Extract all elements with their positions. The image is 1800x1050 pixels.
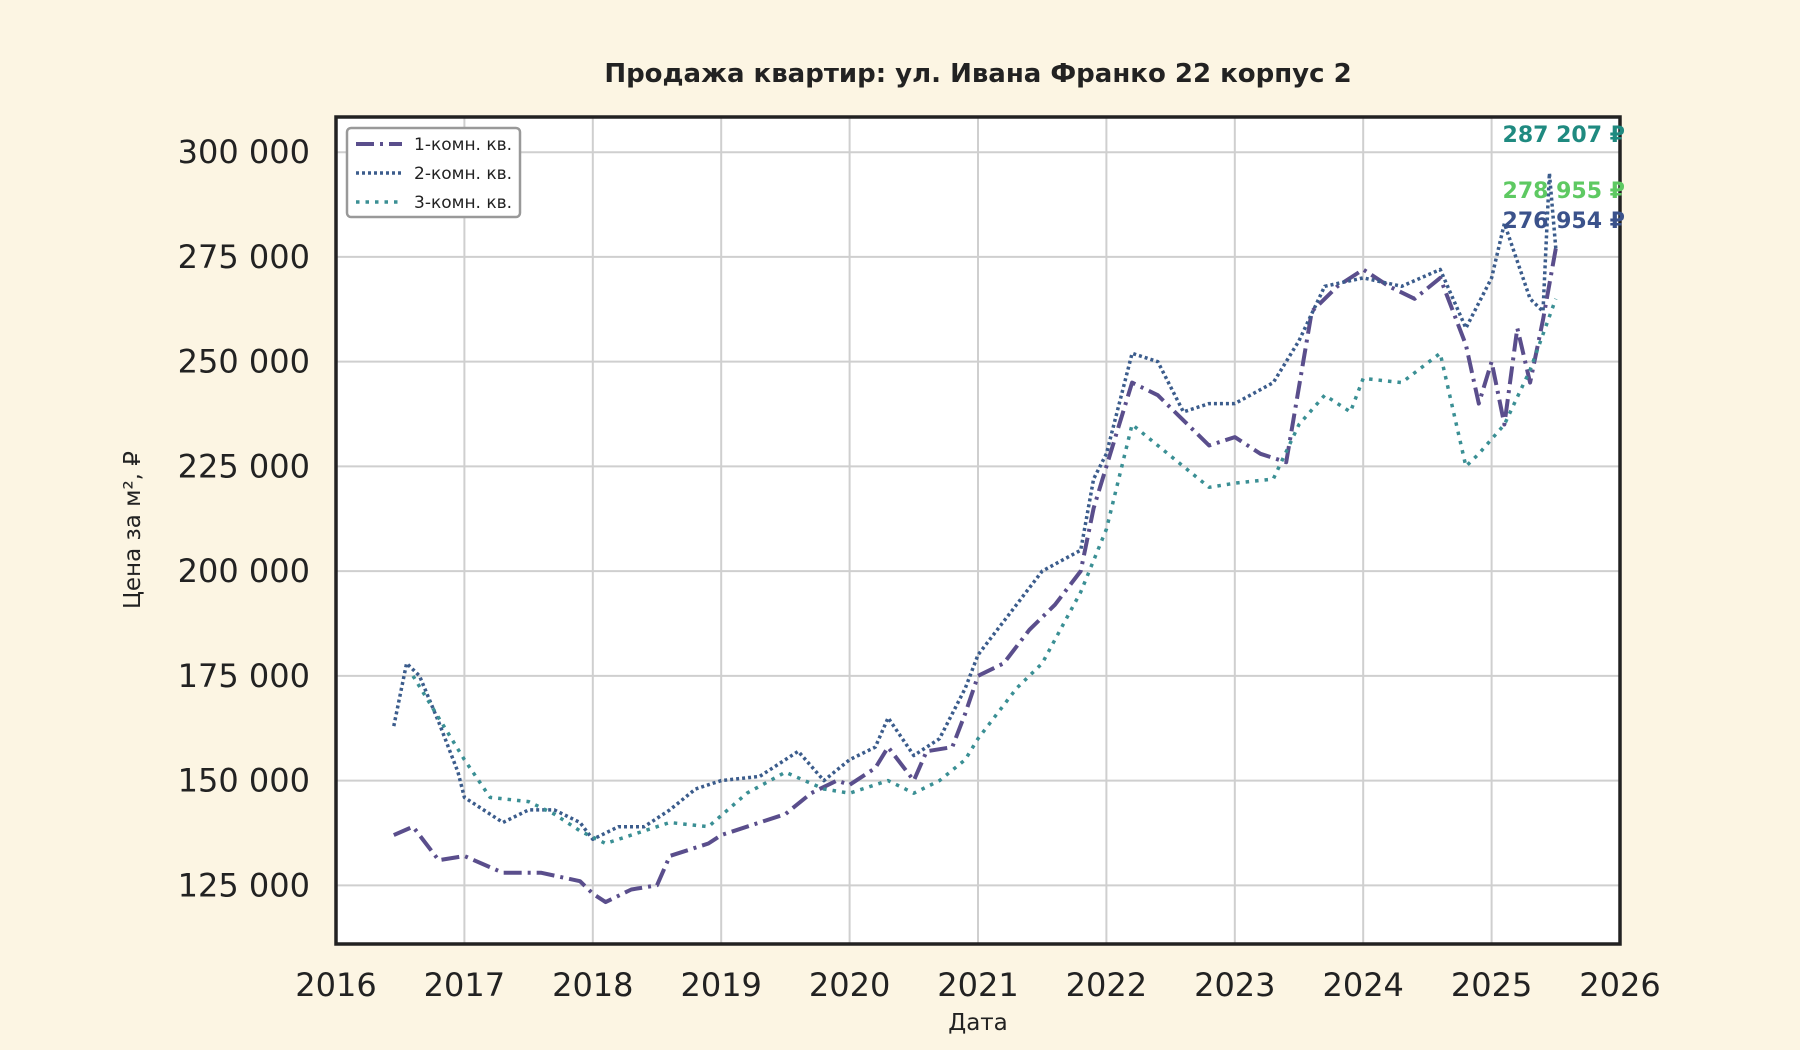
y-tick-label: 225 000 xyxy=(178,447,310,485)
series-line xyxy=(392,171,1558,842)
legend-label: 3-комн. кв. xyxy=(414,193,512,213)
series-group xyxy=(392,171,1558,905)
x-tick-label: 2022 xyxy=(1066,966,1147,1004)
x-tick-label: 2020 xyxy=(809,966,890,1004)
ticks: 2016 2017 2018 2019 2020 2021 2022 2023 2024 2025… xyxy=(178,133,1661,1004)
legend-label: 1-комн. кв. xyxy=(414,135,512,155)
x-tick-label: 2016 xyxy=(295,966,376,1004)
last-value-annotation: 276 954 ₽ xyxy=(1503,209,1625,234)
y-tick-label: 125 000 xyxy=(178,866,310,904)
y-tick-label: 175 000 xyxy=(178,657,310,695)
annotations: 287 207 ₽ 278 955 ₽ 276 954 ₽ xyxy=(1503,123,1625,234)
legend-label: 2-комн. кв. xyxy=(414,164,512,184)
x-tick-label: 2021 xyxy=(937,966,1018,1004)
legend: 1-комн. кв. 2-комн. кв. 3-комн. кв. xyxy=(345,126,522,219)
y-tick-label: 150 000 xyxy=(178,762,310,800)
x-axis-label: Дата xyxy=(948,1010,1008,1036)
x-tick-label: 2018 xyxy=(552,966,633,1004)
x-tick-label: 2017 xyxy=(424,966,505,1004)
plot-frame xyxy=(334,115,1622,946)
x-tick-label: 2019 xyxy=(680,966,761,1004)
y-tick-label: 300 000 xyxy=(178,133,310,171)
y-tick-label: 200 000 xyxy=(178,552,310,590)
chart-title: Продажа квартир: ул. Ивана Франко 22 кор… xyxy=(604,59,1351,89)
x-tick-label: 2026 xyxy=(1579,966,1660,1004)
y-tick-label: 275 000 xyxy=(178,238,310,276)
x-tick-label: 2025 xyxy=(1451,966,1532,1004)
x-tick-label: 2024 xyxy=(1322,966,1403,1004)
legend-box xyxy=(345,126,522,219)
y-axis-label: Цена за м², ₽ xyxy=(120,451,146,609)
x-tick-label: 2023 xyxy=(1194,966,1275,1004)
y-tick-label: 250 000 xyxy=(178,343,310,381)
last-value-annotation: 287 207 ₽ xyxy=(1503,123,1625,148)
last-value-annotation: 278 955 ₽ xyxy=(1503,179,1625,204)
